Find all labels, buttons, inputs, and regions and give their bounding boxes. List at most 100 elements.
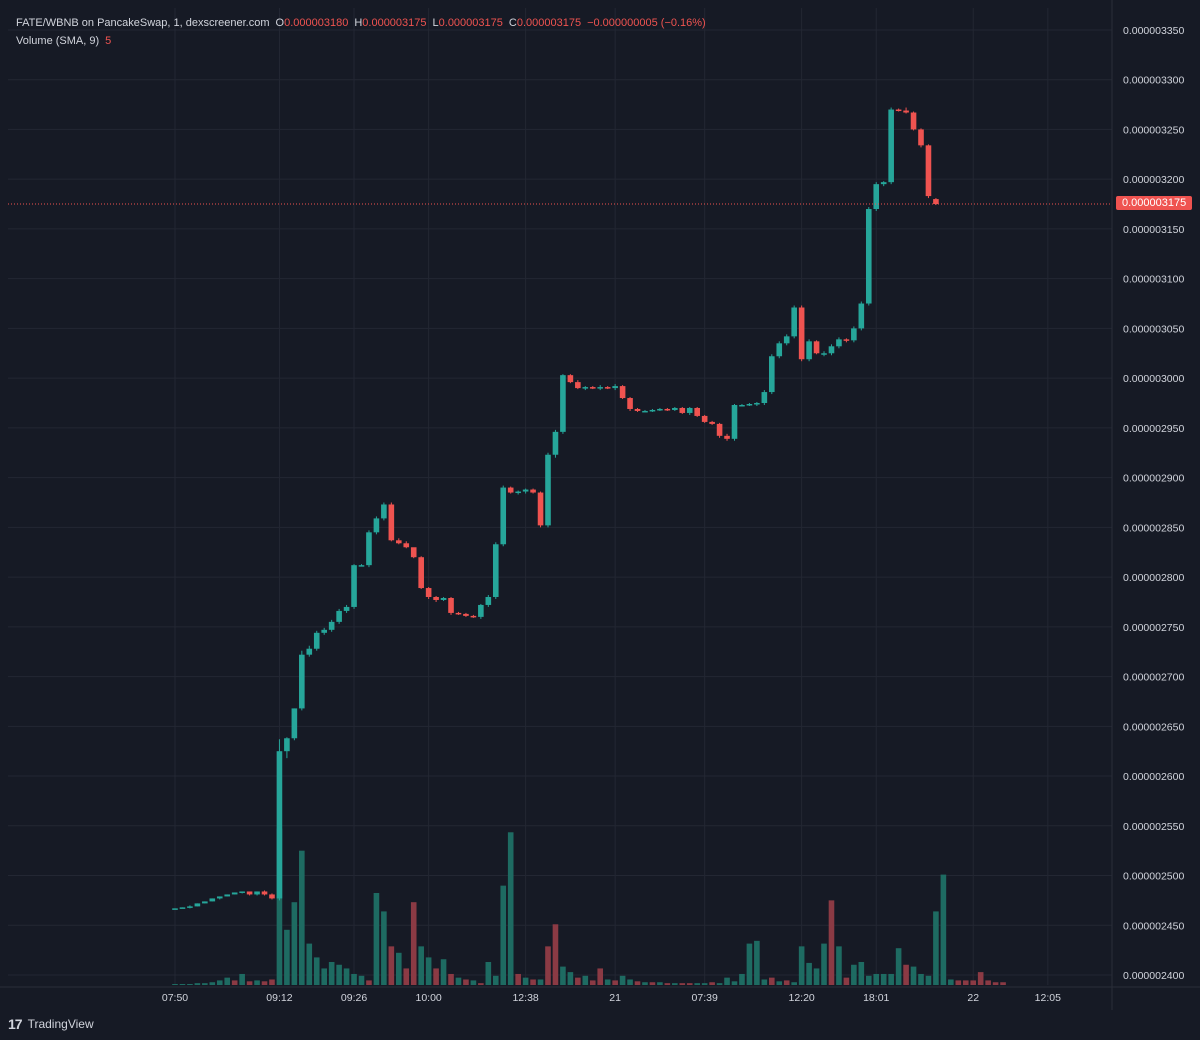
y-tick-label: 0.000002600: [1123, 771, 1184, 783]
candle: [604, 387, 611, 389]
candle: [306, 648, 313, 655]
volume-bar: [597, 968, 604, 985]
volume-bar: [179, 984, 186, 985]
volume-bar: [1000, 982, 1006, 985]
volume-bar: [828, 900, 835, 985]
volume-bar: [306, 943, 313, 985]
volume-bar: [530, 979, 536, 985]
volume-bar: [731, 981, 738, 985]
x-tick-label: 09:12: [266, 992, 292, 1004]
volume-bar: [992, 982, 999, 985]
volume-bar: [910, 966, 917, 985]
symbol-title[interactable]: FATE/WBNB on PancakeSwap, 1, dexscreener…: [16, 17, 270, 29]
candle: [522, 489, 529, 492]
volume-bar: [672, 983, 678, 985]
x-tick-label: 21: [609, 992, 621, 1004]
candle: [216, 896, 223, 899]
candle: [821, 353, 827, 355]
volume-bar: [284, 929, 290, 985]
volume-bar: [851, 964, 857, 985]
volume-indicator-value: 5: [105, 35, 112, 47]
volume-bar: [821, 943, 827, 985]
volume-bar: [321, 968, 327, 985]
volume-bar: [433, 968, 439, 985]
volume-bar: [977, 972, 984, 985]
volume-bar: [500, 885, 507, 985]
tradingview-logo-icon: 17: [8, 1016, 23, 1032]
volume-bar: [716, 983, 723, 985]
candle: [724, 435, 730, 439]
candle: [709, 421, 715, 424]
candle: [478, 604, 484, 617]
last-price-label: 0.000003175: [1116, 196, 1193, 211]
candle: [500, 487, 507, 545]
y-tick-label: 0.000002700: [1123, 672, 1184, 684]
candle: [746, 404, 753, 406]
candle: [903, 110, 909, 113]
candle: [485, 596, 492, 605]
volume-bar: [604, 979, 611, 985]
volume-bar: [880, 973, 887, 985]
tradingview-brand[interactable]: 17 TradingView: [8, 1016, 94, 1032]
volume-bar: [970, 980, 977, 985]
candle: [381, 504, 387, 519]
volume-bar: [328, 962, 335, 985]
legend-symbol-row: FATE/WBNB on PancakeSwap, 1, dexscreener…: [16, 14, 706, 32]
candle: [284, 738, 290, 752]
candle: [888, 109, 894, 183]
ohlc-close: C0.000003175: [508, 17, 582, 29]
candle: [425, 588, 432, 597]
y-tick-label: 0.000002850: [1123, 522, 1184, 534]
volume-bar: [679, 983, 686, 985]
candle: [895, 109, 902, 112]
candle: [187, 906, 193, 908]
candle: [754, 403, 760, 405]
volume-bar: [873, 973, 880, 985]
volume-bar: [783, 980, 790, 985]
candle: [664, 408, 671, 411]
volume-indicator-label[interactable]: Volume (SMA, 9): [16, 35, 100, 47]
volume-bar: [582, 975, 589, 985]
volume-bar: [948, 979, 954, 985]
x-tick-label: 22: [967, 992, 979, 1004]
volume-bar: [769, 977, 775, 985]
candle: [731, 404, 738, 439]
volume-bar: [791, 982, 797, 985]
candle: [828, 346, 835, 354]
volume-bar: [560, 966, 566, 985]
volume-bar: [962, 980, 969, 985]
volume-bar: [403, 968, 410, 985]
chart-legend: FATE/WBNB on PancakeSwap, 1, dexscreener…: [16, 14, 706, 50]
y-tick-label: 0.000002650: [1123, 721, 1184, 733]
volume-bar: [187, 984, 193, 985]
volume-bar: [806, 962, 812, 985]
candle: [291, 708, 298, 739]
candle: [246, 891, 253, 895]
ohlc-low: L0.000003175: [432, 17, 503, 29]
candle: [366, 532, 372, 566]
volume-bar: [343, 968, 350, 985]
y-tick-label: 0.000002550: [1123, 821, 1184, 833]
candle: [597, 387, 604, 389]
volume-bar: [813, 968, 820, 985]
volume-bar: [575, 977, 581, 985]
candle: [418, 557, 424, 589]
candle: [492, 544, 499, 597]
volume-bar: [798, 946, 805, 985]
volume-bar: [589, 980, 596, 985]
y-tick-label: 0.000003100: [1123, 274, 1184, 286]
candle: [783, 336, 790, 344]
volume-bar: [492, 975, 499, 985]
volume-bar: [351, 973, 357, 985]
volume-bar: [425, 957, 432, 985]
y-tick-label: 0.000003050: [1123, 323, 1184, 335]
volume-bar: [224, 977, 231, 985]
y-tick-label: 0.000003000: [1123, 373, 1184, 385]
candle: [254, 891, 260, 895]
x-tick-label: 12:05: [1035, 992, 1061, 1004]
x-tick-label: 07:39: [692, 992, 718, 1004]
volume-bar: [455, 977, 462, 985]
volume-bar: [903, 964, 909, 985]
